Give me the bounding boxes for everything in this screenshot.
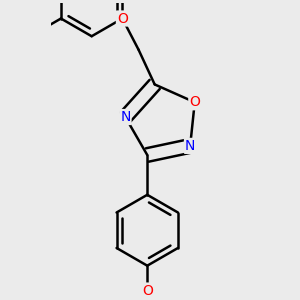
Text: N: N (120, 110, 130, 124)
Text: N: N (185, 139, 195, 153)
Text: O: O (189, 95, 200, 109)
Text: O: O (142, 284, 153, 298)
Text: O: O (117, 11, 128, 26)
